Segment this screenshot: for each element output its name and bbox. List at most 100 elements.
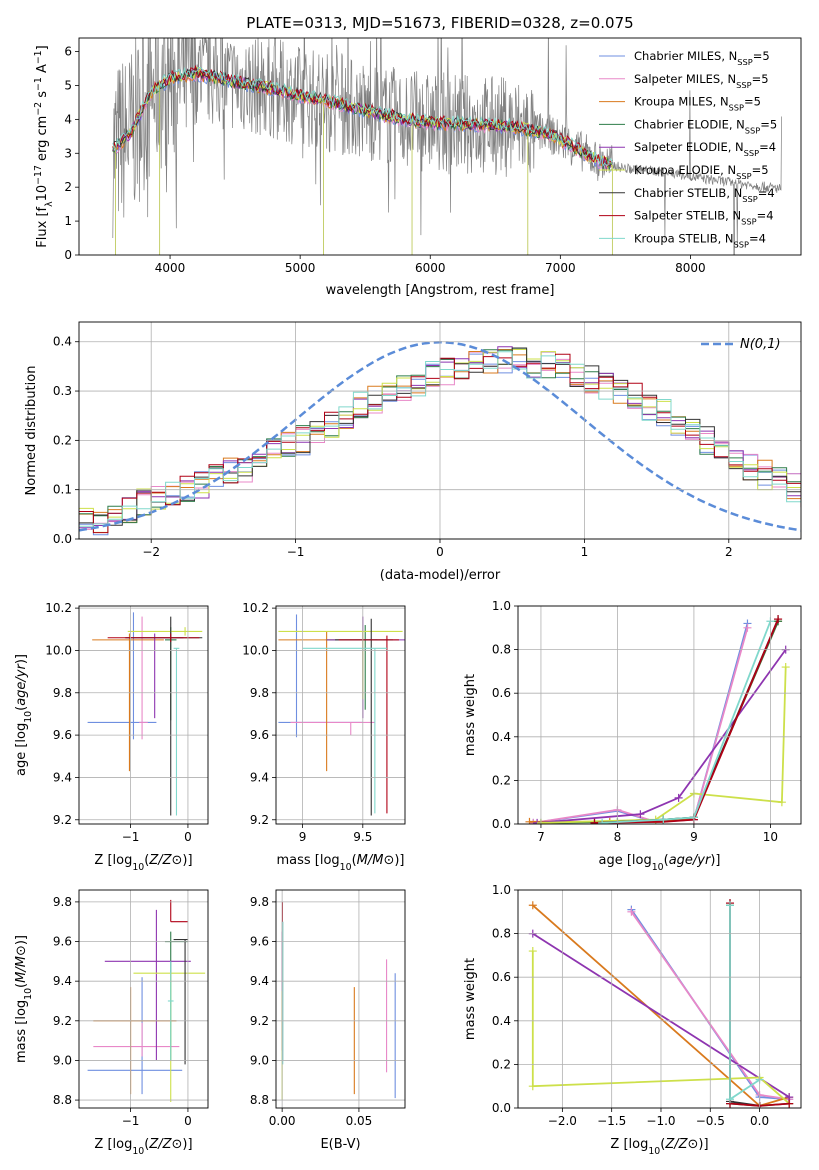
x-tick-label: 2 [725,545,733,559]
text-part: Z [log [94,853,132,868]
y-tick-label: 8.8 [250,1093,269,1107]
axes-age-vs-mass: 9 9.5 9.2 9.4 9.6 9.8 10.0 10.2 mass [log10(M/M⊙… [242,601,406,873]
x-axis-label: Z [log10(Z/Z⊙)] [610,1137,708,1157]
y-tick-label: 0.8 [492,643,511,657]
axes-mass-vs-EBV: 0.00 0.05 8.8 9.0 9.2 9.4 9.6 9.8 E(B-V) [250,889,406,1152]
y-tick-label: 9.4 [250,974,269,988]
data-point-marker [777,798,786,807]
histogram-series [79,351,801,539]
text-part: =4 [749,231,766,245]
data-point-marker [528,901,537,910]
x-tick-label: 7000 [545,261,576,275]
text-part: 10 [648,1146,660,1157]
legend-entry: N(0,1) [740,337,781,352]
x-tick-label: 0.00 [269,1114,296,1128]
text-part: ( [144,853,149,868]
text-part: Flux [f [35,206,50,247]
data-point-marker [726,1095,735,1104]
text-part: Chabrier MILES, N [634,49,737,63]
y-tick-label: 0.2 [492,773,511,787]
x-axis-label: mass [log10(M/M⊙)] [276,853,404,873]
text-part: ] [35,45,50,50]
errorbar-point [302,647,387,814]
text-part: −2 [33,102,44,116]
figure-title: PLATE=0313, MJD=51673, FIBERID=0328, z=0… [246,14,633,32]
x-tick-label: 0.0 [750,1114,769,1128]
errorbar-point [107,633,200,642]
legend-entry: Salpeter MILES, NSSP=5 [634,72,769,90]
text-part: −17 [33,165,44,185]
y-tick-label: 9.4 [53,974,72,988]
text-part: −1 [33,77,44,91]
errorbar-point [92,633,164,772]
x-tick-label: −2.0 [548,1114,577,1128]
plot-area-mass-weight-vs-age [525,615,790,824]
mass-weight-series [602,620,772,824]
data-point-marker [598,818,607,824]
text-part: SSP [742,194,757,204]
y-tick-label: 0.3 [53,384,72,398]
legend-entry: Kroupa ELODIE, NSSP=5 [634,163,769,181]
plot-area-age-vs-Z [87,612,203,816]
axes-frame [275,605,406,825]
data-point-marker [743,623,752,632]
x-tick-label: 9.5 [353,830,372,844]
observed-spectrum [112,38,782,255]
y-tick-label: 9.8 [53,686,72,700]
y-tick-label: 1.0 [492,599,511,613]
y-tick-label: 0.2 [53,433,72,447]
y-tick-label: 0.1 [53,483,72,497]
y-tick-label: 0 [64,248,72,262]
y-axis-label: mass [log10(M/M⊙)] [14,935,34,1063]
x-tick-label: 9 [690,830,698,844]
y-tick-label: 5 [64,78,72,92]
text-part: )] [182,853,192,868]
text-part: ( [144,1137,149,1152]
x-tick-label: −0.5 [696,1114,725,1128]
y-tick-label: 6 [64,45,72,59]
text-part: Z/Z⊙ [148,853,182,868]
text-part: Z/Z⊙ [148,1137,182,1152]
text-part: Chabrier STELIB, N [634,186,742,200]
x-tick-label: 8 [614,830,622,844]
axes-frame [517,605,802,825]
text-part: mass [log [276,853,339,868]
x-tick-label: 0 [184,1114,192,1128]
y-tick-label: 0.6 [492,686,511,700]
text-part: 10 [652,862,664,873]
y-tick-label: 2 [64,180,72,194]
legend-entry: Chabrier STELIB, NSSP=4 [634,186,775,204]
text-part: SSP [736,171,751,181]
y-tick-label: 3 [64,146,72,160]
y-tick-label: 0.0 [492,817,511,831]
y-axis-label: Flux [fλ10−17 erg cm−2 s−1 A−1] [33,45,55,247]
y-tick-label: 0.4 [492,730,511,744]
legend-entry: Chabrier ELODIE, NSSP=5 [634,117,777,135]
y-tick-label: 9.2 [53,813,72,827]
y-tick-label: 0.0 [492,1101,511,1115]
x-tick-label: 0 [184,830,192,844]
text-part: SSP [729,103,744,113]
x-tick-label: −1.5 [597,1114,626,1128]
y-tick-label: 9.8 [53,895,72,909]
x-tick-label: 4000 [155,261,186,275]
text-part: Chabrier ELODIE, N [634,117,745,131]
x-tick-label: 6000 [415,261,446,275]
y-tick-label: 0.4 [53,335,72,349]
text-part: SSP [741,217,756,227]
text-part: Kroupa MILES, N [634,95,729,109]
errorbar-point [165,931,188,1061]
text-part: SSP [736,80,751,90]
y-axis-label: mass weight [463,674,478,756]
errorbar-point [338,635,399,814]
histogram-series [79,351,801,539]
legend-entry: Chabrier MILES, NSSP=5 [634,49,770,67]
plot-area-age-vs-mass [278,614,405,816]
errorbar-point [326,625,378,710]
text-part: Salpeter ELODIE, N [634,140,744,154]
text-part: Z [log [94,1137,132,1152]
data-point-marker [627,907,636,916]
text-part: =5 [744,95,761,109]
x-axis-label: wavelength [Angstrom, rest frame] [326,283,555,298]
